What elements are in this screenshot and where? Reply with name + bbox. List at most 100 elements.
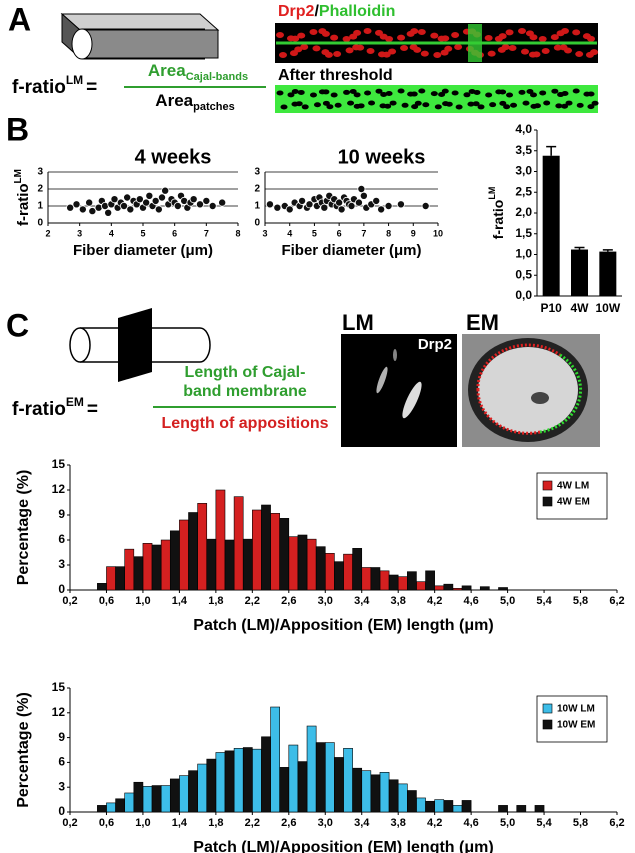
histogram-bar xyxy=(160,539,171,591)
scatter-point xyxy=(421,201,430,210)
texture-dot xyxy=(434,104,442,110)
texture-dot xyxy=(444,45,453,52)
scatter-point xyxy=(142,198,151,207)
texture-dot xyxy=(324,51,333,58)
texture-dot xyxy=(389,100,397,106)
histogram-bar xyxy=(324,742,335,813)
histogram-bar xyxy=(352,767,363,813)
y-tick-label: 3,5 xyxy=(515,143,532,157)
texture-dot xyxy=(498,33,507,40)
texture-dot xyxy=(349,88,357,94)
chart-title: 4 weeks xyxy=(135,146,212,168)
texture-dot xyxy=(276,32,284,38)
texture-dot xyxy=(276,90,284,96)
stain-label: Drp2 xyxy=(418,336,452,353)
scatter-point xyxy=(189,195,198,204)
texture-dot xyxy=(565,100,573,106)
texture-dot xyxy=(300,44,309,51)
scatter-point xyxy=(384,201,393,210)
texture-dot xyxy=(553,44,562,51)
histogram-bar xyxy=(498,805,508,813)
x-tick-label: 1,4 xyxy=(172,817,188,829)
image-label: EM xyxy=(466,310,499,335)
histogram-bar xyxy=(224,539,235,591)
histogram-bar xyxy=(288,536,299,591)
texture-dot xyxy=(521,48,530,55)
scatter-point xyxy=(151,196,160,205)
image-label: LM xyxy=(342,310,374,335)
histogram-bar xyxy=(133,781,144,813)
texture-dot xyxy=(538,35,547,42)
formula-numerator: band membrane xyxy=(183,383,307,400)
histogram-bar xyxy=(197,503,208,591)
legend-label: 10W LM xyxy=(557,704,595,715)
histogram-bar xyxy=(315,546,326,591)
histogram-bar xyxy=(270,513,280,591)
histogram-bar xyxy=(452,805,463,813)
y-tick-label: 9 xyxy=(58,507,65,521)
texture-dot xyxy=(510,102,518,108)
texture-dot xyxy=(280,104,288,110)
texture-dot xyxy=(330,34,339,41)
y-tick-label: 15 xyxy=(52,457,66,471)
y-tick-label: 1,0 xyxy=(515,247,532,261)
histogram-bar xyxy=(97,805,107,813)
legend-swatch xyxy=(542,719,553,730)
texture-dot xyxy=(385,91,393,97)
texture-dot xyxy=(485,92,493,98)
y-tick-label: 2 xyxy=(37,184,43,195)
cylinder-section-schematic xyxy=(69,308,211,382)
texture-dot xyxy=(529,34,538,41)
histogram-bar xyxy=(188,770,198,813)
x-tick-label: 3,0 xyxy=(318,817,333,829)
histogram-bar xyxy=(343,748,353,813)
texture-dot xyxy=(357,103,365,109)
histogram-bar xyxy=(124,792,135,813)
formula-numerator: AreaCajal-bands xyxy=(148,61,248,82)
scatter-point xyxy=(273,203,282,212)
histogram-bar xyxy=(397,783,408,813)
x-tick-label: 0,6 xyxy=(99,817,114,829)
texture-dot xyxy=(551,88,559,94)
bar xyxy=(542,155,560,296)
legend-swatch xyxy=(542,496,553,507)
y-axis-label: Percentage (%) xyxy=(15,470,32,586)
x-tick-label: 9 xyxy=(411,228,416,238)
texture-dot xyxy=(587,104,595,110)
histogram-bar xyxy=(106,802,116,813)
histogram-bar xyxy=(370,567,381,591)
x-tick-label: 5,8 xyxy=(573,595,588,607)
texture-dot xyxy=(291,88,299,94)
y-tick-label: 2,5 xyxy=(515,184,532,198)
texture-dot xyxy=(501,44,510,51)
histogram-bar xyxy=(407,790,417,813)
texture-dot xyxy=(472,101,480,107)
scatter-point xyxy=(195,200,204,209)
texture-dot xyxy=(518,28,527,35)
texture-dot xyxy=(555,103,563,109)
texture-dot xyxy=(572,29,581,36)
texture-dot xyxy=(334,102,342,108)
x-tick-label: 3,8 xyxy=(391,595,406,607)
texture-dot xyxy=(301,104,309,110)
x-tick-label: 1,4 xyxy=(172,595,188,607)
y-tick-label: 2,0 xyxy=(515,205,532,219)
histogram-bar xyxy=(361,567,372,591)
texture-dot xyxy=(539,90,547,96)
legend-swatch xyxy=(542,703,553,714)
histogram-bar xyxy=(315,742,326,813)
texture-dot xyxy=(368,100,376,106)
texture-dot xyxy=(382,51,391,58)
texture-dot xyxy=(561,28,570,35)
legend-box xyxy=(536,472,608,520)
y-tick-label: 0 xyxy=(58,804,65,818)
texture-dot xyxy=(451,31,460,38)
scatter-point xyxy=(78,205,87,214)
histogram-bar xyxy=(397,576,408,591)
texture-dot xyxy=(356,44,365,51)
histogram-bar xyxy=(343,553,353,591)
texture-dot xyxy=(484,35,493,42)
histogram-bar xyxy=(97,583,107,591)
formula-numerator: Length of Cajal- xyxy=(185,364,306,381)
x-tick-label: 2,2 xyxy=(245,817,260,829)
